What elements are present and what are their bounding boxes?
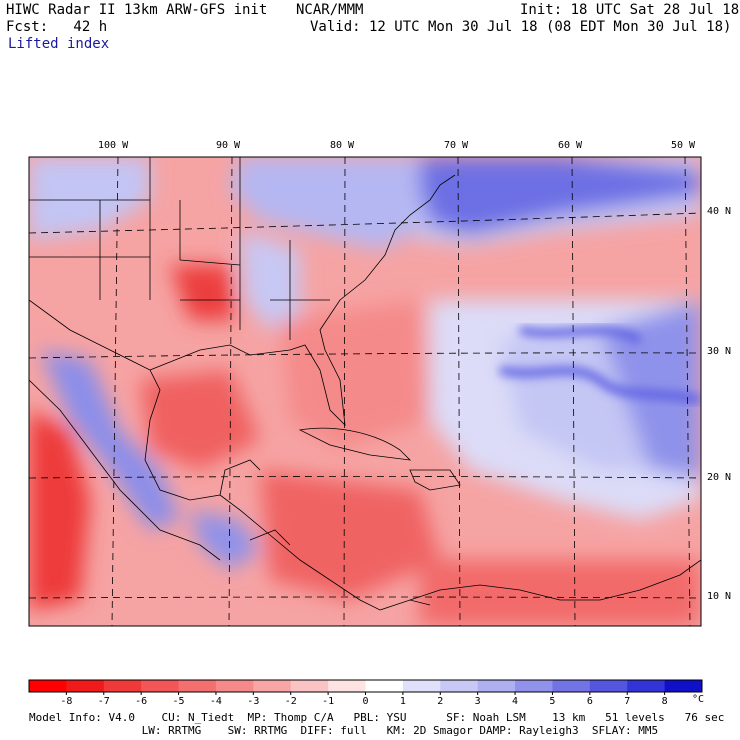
colorbar-swatch bbox=[664, 680, 703, 692]
colorbar-swatch bbox=[515, 680, 553, 692]
model-title: HIWC Radar II 13km ARW-GFS init bbox=[6, 2, 268, 18]
lon-label-100w: 100 W bbox=[98, 140, 129, 151]
graticule bbox=[29, 157, 701, 626]
valid-time: Valid: 12 UTC Mon 30 Jul 18 (08 EDT Mon … bbox=[310, 19, 732, 35]
colorbar-tick-label: 2 bbox=[437, 696, 444, 707]
lon-label-50w: 50 W bbox=[671, 140, 696, 151]
colorbar-swatch bbox=[178, 680, 217, 692]
colorbar-swatch bbox=[440, 680, 479, 692]
colorbar-tick-label: -6 bbox=[135, 696, 148, 707]
colorbar-swatch bbox=[29, 680, 67, 692]
colorbar-tick-label: -7 bbox=[97, 696, 110, 707]
coastlines bbox=[29, 157, 701, 611]
colorbar-tick-label: -3 bbox=[247, 696, 260, 707]
lat-label-20n: 20 N bbox=[707, 472, 732, 483]
colorbar-tick-label: -5 bbox=[172, 696, 185, 707]
colorbar-swatch bbox=[141, 680, 180, 692]
colorbar-tick-label: 1 bbox=[399, 696, 406, 707]
footer-line-1: Model Info: V4.0 CU: N_Tiedt MP: Thomp C… bbox=[29, 711, 725, 724]
colorbar-tick-label: 6 bbox=[586, 696, 593, 707]
colorbar-tick-label: -8 bbox=[60, 696, 73, 707]
colorbar-swatch bbox=[290, 680, 329, 692]
colorbar-swatch bbox=[627, 680, 666, 692]
center-label: NCAR/MMM bbox=[296, 2, 364, 18]
map-frame bbox=[28, 156, 702, 627]
colorbar-tick-label: 0 bbox=[362, 696, 369, 707]
colorbar-tick-label: -2 bbox=[284, 696, 297, 707]
colorbar-swatch bbox=[253, 680, 292, 692]
colorbar-swatch bbox=[365, 680, 404, 692]
lat-label-30n: 30 N bbox=[707, 346, 732, 357]
colorbar-swatch bbox=[477, 680, 516, 692]
colorbar-unit: °C bbox=[692, 694, 705, 705]
colorbar-swatch bbox=[402, 680, 441, 692]
lifted-index-field bbox=[29, 157, 701, 626]
colorbar-frame bbox=[28, 679, 703, 693]
colorbar-tick-label: 4 bbox=[512, 696, 519, 707]
lon-label-90w: 90 W bbox=[216, 140, 241, 151]
colorbar bbox=[29, 680, 703, 695]
colorbar-swatch bbox=[552, 680, 591, 692]
init-time: Init: 18 UTC Sat 28 Jul 18 bbox=[520, 2, 740, 18]
forecast-hour: Fcst: 42 h bbox=[6, 19, 108, 35]
colorbar-swatch bbox=[66, 680, 105, 692]
colorbar-tick-label: 7 bbox=[624, 696, 631, 707]
colorbar-tick-label: 5 bbox=[549, 696, 556, 707]
colorbar-swatch bbox=[589, 680, 628, 692]
colorbar-tick-label: 3 bbox=[474, 696, 481, 707]
colorbar-tick-label: -4 bbox=[209, 696, 222, 707]
lat-label-10n: 10 N bbox=[707, 591, 732, 602]
lon-label-60w: 60 W bbox=[558, 140, 583, 151]
footer-line-2: LW: RRTMG SW: RRTMG DIFF: full KM: 2D Sm… bbox=[29, 724, 659, 737]
lon-label-70w: 70 W bbox=[444, 140, 469, 151]
colorbar-tick-label: -1 bbox=[322, 696, 335, 707]
lat-label-40n: 40 N bbox=[707, 206, 732, 217]
colorbar-swatch bbox=[103, 680, 142, 692]
colorbar-swatch bbox=[215, 680, 254, 692]
lon-label-80w: 80 W bbox=[330, 140, 355, 151]
field-name: Lifted index bbox=[8, 36, 110, 52]
colorbar-swatch bbox=[328, 680, 366, 692]
colorbar-tick-label: 8 bbox=[661, 696, 668, 707]
